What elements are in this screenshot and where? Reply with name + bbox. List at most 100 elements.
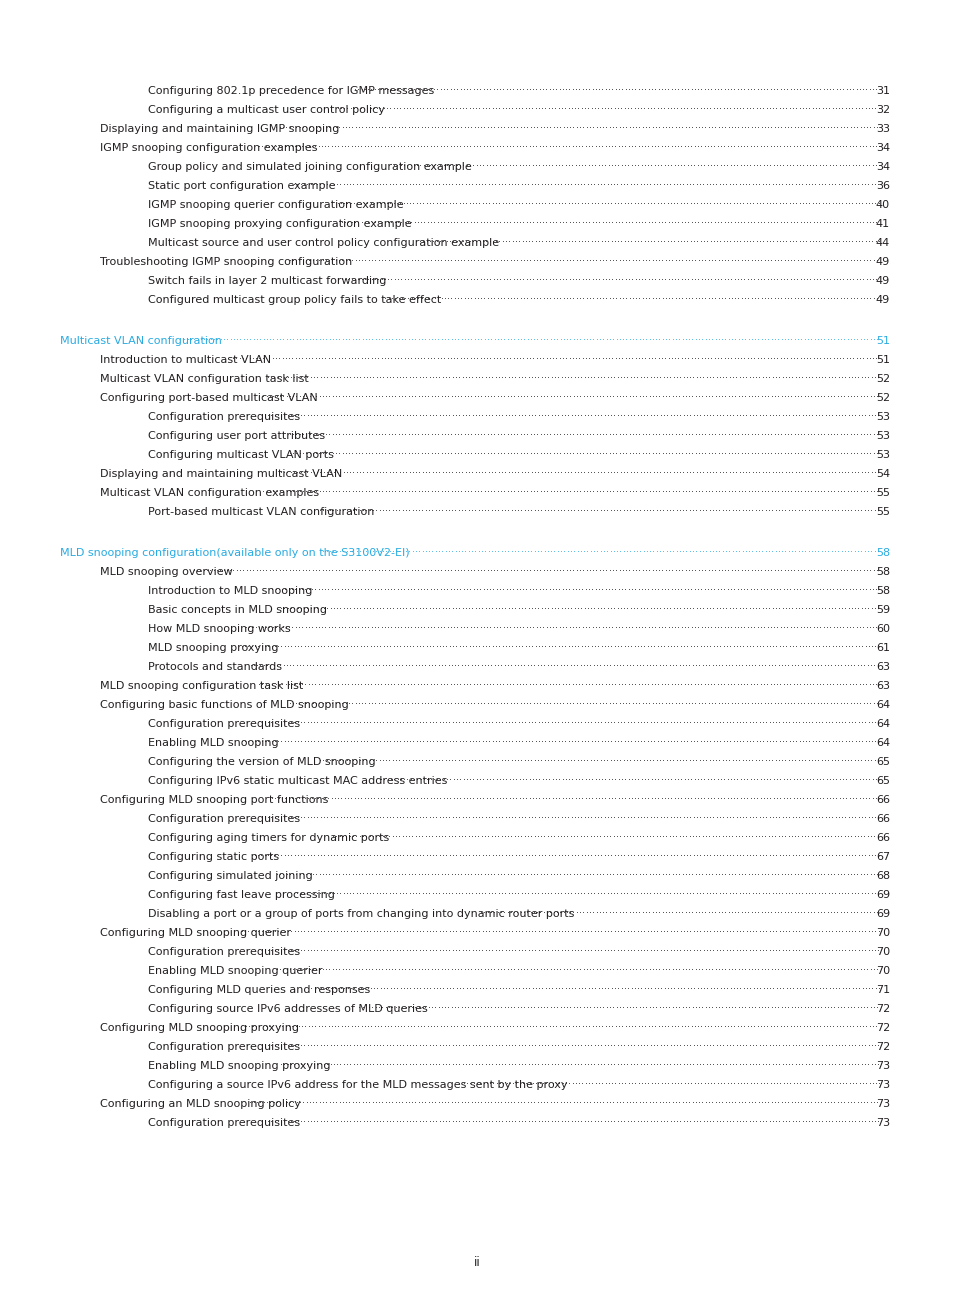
- Text: ·: ·: [488, 853, 491, 862]
- Text: ·: ·: [605, 1004, 608, 1013]
- Text: ·: ·: [301, 144, 304, 153]
- Text: ·: ·: [806, 1004, 809, 1013]
- Text: ·: ·: [786, 451, 789, 460]
- Text: ·: ·: [547, 1042, 550, 1051]
- Text: ·: ·: [253, 643, 256, 652]
- Text: ·: ·: [535, 796, 537, 805]
- Text: ·: ·: [549, 451, 552, 460]
- Text: ·: ·: [866, 548, 869, 557]
- Text: ·: ·: [797, 833, 800, 842]
- Text: ·: ·: [463, 295, 466, 305]
- Text: ·: ·: [353, 643, 355, 652]
- Text: ·: ·: [654, 1024, 657, 1033]
- Text: ·: ·: [649, 412, 652, 421]
- Text: ·: ·: [539, 508, 542, 517]
- Text: ·: ·: [483, 568, 486, 577]
- Text: ·: ·: [857, 181, 860, 191]
- Text: ·: ·: [519, 394, 522, 403]
- Text: ·: ·: [598, 1081, 600, 1090]
- Text: ·: ·: [481, 201, 484, 210]
- Text: ·: ·: [595, 394, 598, 403]
- Text: ·: ·: [461, 739, 464, 748]
- Text: ·: ·: [449, 144, 452, 153]
- Text: ·: ·: [775, 985, 778, 994]
- Text: ·: ·: [676, 643, 679, 652]
- Text: ·: ·: [400, 967, 404, 976]
- Text: ·: ·: [454, 508, 457, 517]
- Text: ·: ·: [485, 796, 488, 805]
- Text: ·: ·: [631, 910, 635, 919]
- Text: ·: ·: [325, 700, 328, 709]
- Text: ·: ·: [260, 739, 263, 748]
- Text: ·: ·: [342, 833, 345, 842]
- Text: ·: ·: [400, 625, 403, 634]
- Text: ·: ·: [284, 682, 287, 691]
- Text: ·: ·: [582, 1004, 585, 1013]
- Text: ·: ·: [865, 1099, 868, 1108]
- Text: ·: ·: [473, 219, 476, 228]
- Text: ·: ·: [452, 814, 455, 823]
- Text: ·: ·: [259, 1099, 262, 1108]
- Text: ·: ·: [850, 814, 853, 823]
- Text: ·: ·: [310, 985, 314, 994]
- Text: ·: ·: [520, 412, 523, 421]
- Text: ·: ·: [490, 337, 493, 346]
- Text: ·: ·: [489, 776, 492, 785]
- Text: ·: ·: [706, 87, 709, 96]
- Text: ·: ·: [264, 928, 267, 937]
- Text: ·: ·: [517, 105, 520, 114]
- Text: ·: ·: [687, 337, 691, 346]
- Text: ·: ·: [572, 432, 575, 441]
- Text: ·: ·: [513, 1099, 516, 1108]
- Text: ·: ·: [862, 757, 865, 766]
- Text: ·: ·: [276, 1042, 279, 1051]
- Text: ·: ·: [642, 605, 645, 614]
- Text: ·: ·: [767, 662, 770, 671]
- Text: ·: ·: [543, 412, 547, 421]
- Text: ·: ·: [483, 337, 486, 346]
- Text: ·: ·: [725, 814, 728, 823]
- Text: ·: ·: [529, 276, 532, 285]
- Text: ·: ·: [654, 355, 657, 364]
- Text: ·: ·: [512, 219, 515, 228]
- Text: ·: ·: [630, 1081, 634, 1090]
- Text: ·: ·: [410, 87, 413, 96]
- Text: ·: ·: [762, 1081, 765, 1090]
- Text: ·: ·: [615, 700, 618, 709]
- Text: ·: ·: [708, 181, 711, 191]
- Text: ·: ·: [354, 1024, 356, 1033]
- Text: ·: ·: [396, 355, 399, 364]
- Text: ·: ·: [750, 258, 753, 267]
- Text: ·: ·: [676, 105, 679, 114]
- Text: ·: ·: [805, 276, 808, 285]
- Text: ·: ·: [622, 508, 625, 517]
- Text: ·: ·: [688, 181, 691, 191]
- Text: ·: ·: [838, 776, 841, 785]
- Text: ·: ·: [270, 375, 273, 384]
- Text: Switch fails in layer 2 multicast forwarding: Switch fails in layer 2 multicast forwar…: [148, 276, 386, 286]
- Text: ·: ·: [314, 258, 317, 267]
- Text: ·: ·: [534, 469, 537, 478]
- Text: ·: ·: [721, 947, 724, 956]
- Text: ·: ·: [382, 739, 385, 748]
- Text: ·: ·: [636, 814, 639, 823]
- Text: ·: ·: [876, 489, 879, 498]
- Text: ·: ·: [667, 355, 670, 364]
- Text: ·: ·: [510, 469, 514, 478]
- Text: ·: ·: [522, 394, 526, 403]
- Text: ·: ·: [720, 394, 723, 403]
- Text: ·: ·: [640, 144, 643, 153]
- Text: ·: ·: [582, 662, 585, 671]
- Text: ·: ·: [423, 124, 427, 133]
- Text: ·: ·: [876, 871, 879, 880]
- Text: ·: ·: [519, 1004, 522, 1013]
- Text: ·: ·: [546, 662, 549, 671]
- Text: ·: ·: [658, 124, 660, 133]
- Text: ·: ·: [682, 201, 685, 210]
- Text: ·: ·: [518, 1081, 521, 1090]
- Text: ·: ·: [491, 928, 494, 937]
- Text: Basic concepts in MLD snooping: Basic concepts in MLD snooping: [148, 605, 327, 616]
- Text: ·: ·: [632, 469, 636, 478]
- Text: ·: ·: [860, 548, 862, 557]
- Text: ·: ·: [760, 432, 762, 441]
